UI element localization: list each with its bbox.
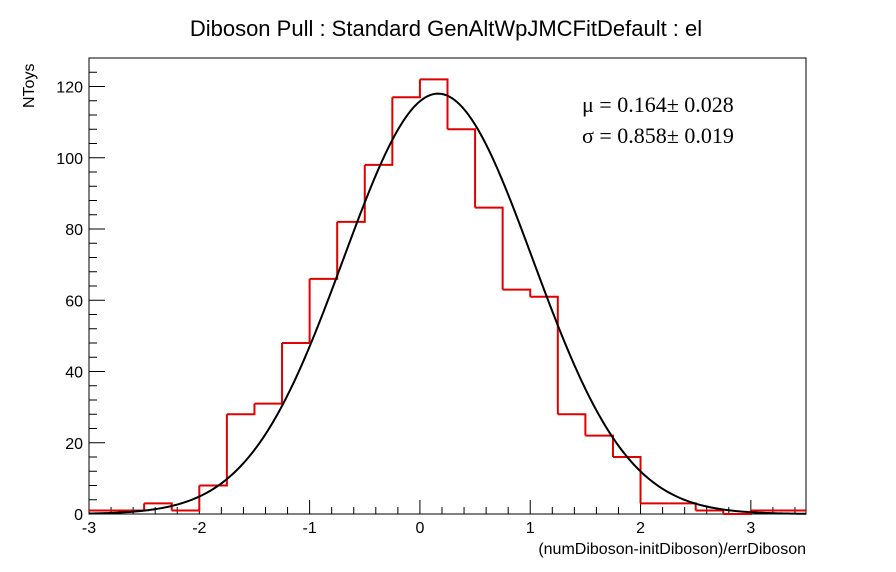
y-tick-label: 20 — [65, 436, 83, 453]
histogram-bin — [447, 128, 477, 208]
x-tick-label: 3 — [746, 520, 755, 537]
x-axis-label: (numDiboson-initDiboson)/errDiboson — [538, 541, 806, 558]
histogram-bin — [530, 295, 559, 415]
y-axis-label: NToys — [21, 64, 38, 108]
histogram-bin — [282, 278, 311, 344]
y-tick-label: 100 — [56, 151, 83, 168]
axis-ticks: 0 20 40 60 80 100 120 -3 -2 -1 0 1 2 3 — [56, 57, 796, 537]
histogram-bin — [364, 97, 394, 166]
histogram-bin — [475, 206, 504, 290]
histogram-bin — [199, 414, 228, 487]
x-tick-label: -1 — [302, 520, 316, 537]
x-tick-label: -2 — [192, 520, 206, 537]
histogram-bin — [392, 79, 421, 99]
gaussian-fit-curve — [88, 92, 807, 515]
histogram-bin — [171, 485, 201, 512]
x-tick-label: 0 — [415, 520, 424, 537]
histogram-bin — [419, 78, 449, 130]
y-tick-label: 60 — [65, 293, 83, 310]
y-tick-label: 0 — [74, 507, 83, 524]
histogram-bin — [557, 413, 587, 436]
x-tick-label: 2 — [636, 520, 645, 537]
histogram-bin — [309, 221, 339, 280]
histogram-bin — [226, 403, 256, 416]
stat-sigma: σ = 0.858± 0.019 — [582, 123, 734, 148]
y-tick-label: 80 — [65, 222, 83, 239]
histogram-bin — [337, 164, 366, 223]
histogram-bin — [254, 343, 284, 405]
histogram-bins — [89, 78, 806, 515]
histogram-bin — [612, 456, 642, 504]
histogram-bin — [502, 288, 532, 297]
stat-mean: μ = 0.164± 0.028 — [582, 92, 734, 117]
histogram-bin — [585, 434, 614, 457]
y-tick-label: 40 — [65, 365, 83, 382]
y-tick-label: 120 — [56, 80, 83, 97]
histogram-bin — [668, 502, 697, 511]
histogram-bin — [116, 503, 146, 512]
chart-title: Diboson Pull : Standard GenAltWpJMCFitDe… — [190, 16, 702, 41]
histogram-bin — [695, 509, 725, 514]
x-tick-label: 1 — [526, 520, 535, 537]
histogram-bin — [144, 502, 173, 511]
x-tick-label: -3 — [82, 520, 96, 537]
